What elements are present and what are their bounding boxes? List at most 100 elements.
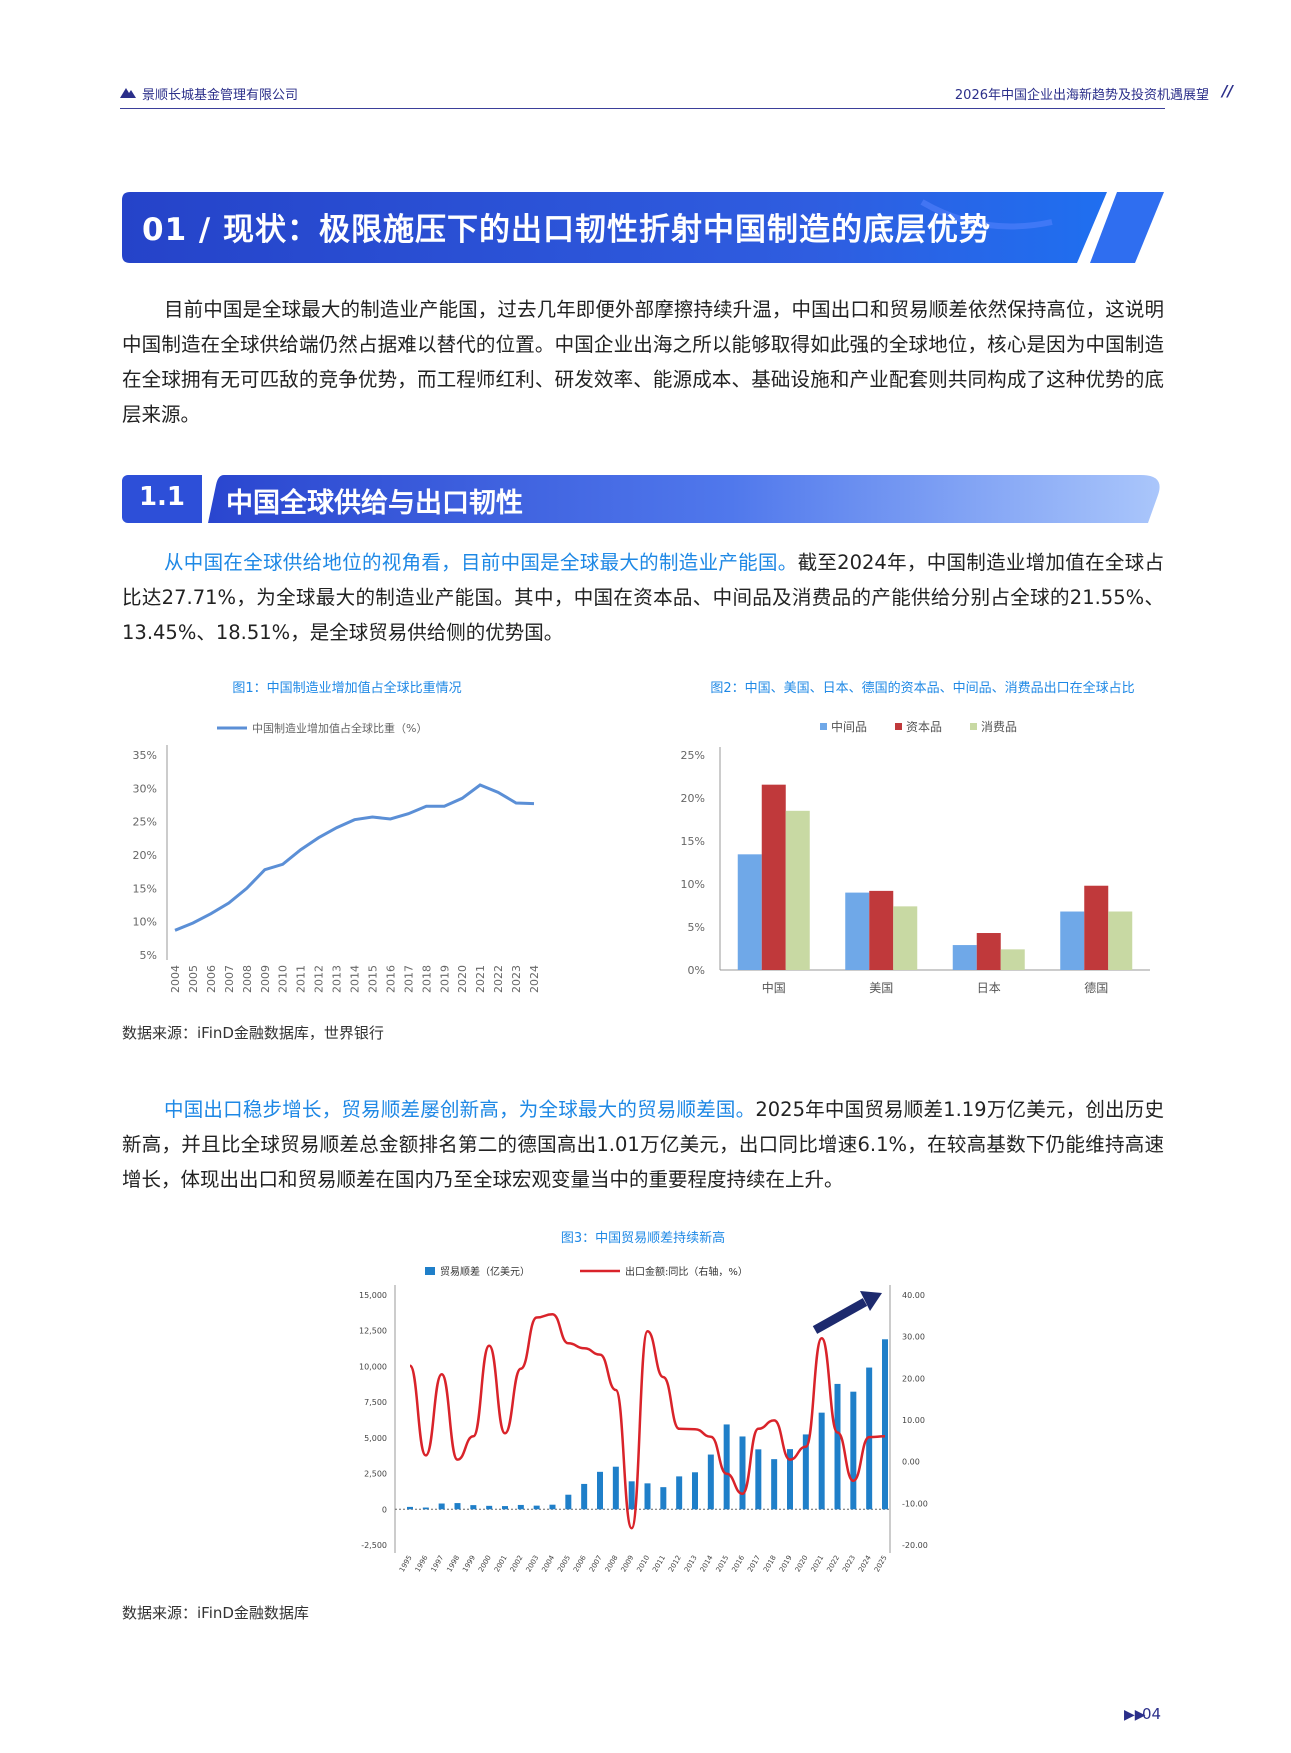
x-tick-label: 2012 <box>667 1554 683 1573</box>
x-tick-label: 2020 <box>456 965 469 993</box>
y-tick-label: 25% <box>133 816 157 829</box>
chart-bar <box>882 1339 888 1510</box>
x-tick-label: 美国 <box>869 981 893 995</box>
x-tick-label: 2009 <box>620 1554 636 1573</box>
y-tick-label: 20% <box>133 849 157 862</box>
chart-bar <box>1108 911 1133 970</box>
chart-bar <box>850 1391 857 1510</box>
subsection-number: 1.1 <box>138 482 186 512</box>
y-tick-label: 0% <box>688 964 705 977</box>
x-tick-label: 德国 <box>1084 980 1108 995</box>
x-tick-label: 2020 <box>794 1554 810 1573</box>
y-tick-label: 10% <box>133 916 157 929</box>
legend-label: 出口金额:同比（右轴，%） <box>625 1265 748 1278</box>
section-title: 01 / 现状：极限施压下的出口韧性折射中国制造的底层优势 <box>142 212 992 248</box>
chart-bar <box>597 1471 603 1510</box>
x-tick-label: 2012 <box>313 965 326 993</box>
x-tick-label: 2004 <box>540 1554 556 1574</box>
x-tick-label: 2018 <box>762 1554 778 1573</box>
source-note-2: 数据来源：iFinD金融数据库 <box>122 1604 309 1622</box>
chart-bar <box>549 1504 556 1510</box>
legend-label: 资本品 <box>906 720 942 734</box>
x-tick-label: 中国 <box>762 980 786 995</box>
paragraph-supply-text: 截至2024年，中国制造业增加值在全球占比达27.71%，为全球最大的制造业产能… <box>122 551 1164 644</box>
subsection-number-box <box>122 475 202 523</box>
page-number: 04 <box>1142 1705 1162 1723</box>
y-tick-label: 35% <box>133 749 157 762</box>
y2-tick-label: 10.00 <box>902 1416 925 1425</box>
x-tick-label: 2000 <box>477 1554 493 1573</box>
figure1-caption: 图1：中国制造业增加值占全球比重情况 <box>232 681 462 696</box>
x-tick-label: 2019 <box>778 1554 794 1573</box>
x-tick-label: 2010 <box>635 1554 651 1573</box>
subsection-title: 中国全球供给与出口韧性 <box>226 488 523 519</box>
y-tick-label: 12,500 <box>359 1327 387 1336</box>
x-tick-label: 1995 <box>398 1554 414 1573</box>
legend-swatch <box>820 723 827 730</box>
chart-bar <box>1084 885 1109 970</box>
company-logo-icon <box>120 88 136 98</box>
chart-bar <box>533 1505 540 1510</box>
chart-bar <box>952 945 977 970</box>
x-tick-label: 2008 <box>604 1554 620 1573</box>
x-tick-label: 2009 <box>259 965 272 993</box>
y2-tick-label: 30.00 <box>902 1333 925 1342</box>
y-tick-label: 20% <box>681 792 705 805</box>
y-tick-label: 15,000 <box>359 1291 387 1300</box>
chart-bar <box>771 1459 778 1510</box>
x-tick-label: 2005 <box>556 1554 572 1573</box>
chart-bar <box>502 1506 508 1510</box>
chart-series-line <box>408 1312 886 1530</box>
x-tick-label: 2011 <box>651 1554 667 1573</box>
legend-label: 中间品 <box>831 719 867 734</box>
x-tick-label: 1996 <box>414 1554 430 1574</box>
chart-bar <box>802 1434 809 1510</box>
chart-bar <box>834 1383 841 1510</box>
chart-bar <box>866 1367 873 1510</box>
subsection-bar <box>208 475 1160 523</box>
chart-bar <box>486 1505 493 1510</box>
x-tick-label: 2017 <box>746 1554 762 1573</box>
x-tick-label: 2015 <box>715 1554 731 1573</box>
x-tick-label: 2003 <box>525 1554 541 1573</box>
x-tick-label: 2004 <box>169 965 182 993</box>
chart-bar <box>761 784 786 970</box>
x-tick-label: 2013 <box>331 965 344 993</box>
x-tick-label: 1999 <box>461 1554 477 1573</box>
chart-bar <box>692 1472 698 1510</box>
figure3-combo-chart: 贸易顺差（亿美元） 出口金额:同比（右轴，%） -2,500 0 2,500 5,000… <box>359 1265 928 1574</box>
chart-bar <box>785 810 810 970</box>
y2-tick-label: 0.00 <box>902 1458 920 1467</box>
chart-bar <box>470 1505 477 1510</box>
legend-swatch <box>895 723 902 730</box>
chart-bar <box>407 1506 413 1510</box>
x-tick-label: 日本 <box>977 981 1001 995</box>
paragraph-trade-highlight: 中国出口稳步增长，贸易顺差屡创新高，为全球最大的贸易顺差国。 <box>164 1098 756 1121</box>
x-tick-label: 2005 <box>187 965 200 993</box>
chart-bar <box>845 892 870 970</box>
header-report-title: 2026年中国企业出海新趋势及投资机遇展望 <box>954 88 1209 103</box>
source-note-1: 数据来源：iFinD金融数据库，世界银行 <box>122 1024 384 1042</box>
x-tick-label: 2013 <box>683 1554 699 1573</box>
paragraph-trade-text: 2025年中国贸易顺差1.19万亿美元，创出历史新高，并且比全球贸易顺差总金额排… <box>122 1098 1164 1191</box>
chart-bar <box>422 1507 429 1510</box>
page-arrow-icon: ▶▶ <box>1124 1707 1146 1723</box>
header-divider <box>120 108 1165 109</box>
chart-bar <box>660 1487 667 1510</box>
x-tick-label: 2016 <box>730 1554 746 1574</box>
x-tick-label: 1997 <box>430 1554 446 1573</box>
x-tick-label: 2008 <box>241 965 254 993</box>
x-tick-label: 2007 <box>223 965 236 993</box>
paragraph-trade: 中国出口稳步增长，贸易顺差屡创新高，为全球最大的贸易顺差国。2025年中国贸易顺… <box>122 1092 1164 1197</box>
x-tick-label: 2011 <box>295 965 308 993</box>
x-tick-label: 2007 <box>588 1554 604 1573</box>
intro-paragraph: 目前中国是全球最大的制造业产能国，过去几年即便外部摩擦持续升温，中国出口和贸易顺… <box>122 298 1164 426</box>
chart-bar <box>739 1436 746 1510</box>
x-tick-label: 1998 <box>445 1554 461 1573</box>
y-tick-label: 2,500 <box>364 1470 387 1479</box>
y-tick-label: 7,500 <box>364 1398 387 1407</box>
chart-bar <box>644 1483 651 1510</box>
x-tick-label: 2017 <box>402 965 415 993</box>
legend-label: 贸易顺差（亿美元） <box>440 1265 530 1278</box>
y-tick-label: 5% <box>140 949 157 962</box>
